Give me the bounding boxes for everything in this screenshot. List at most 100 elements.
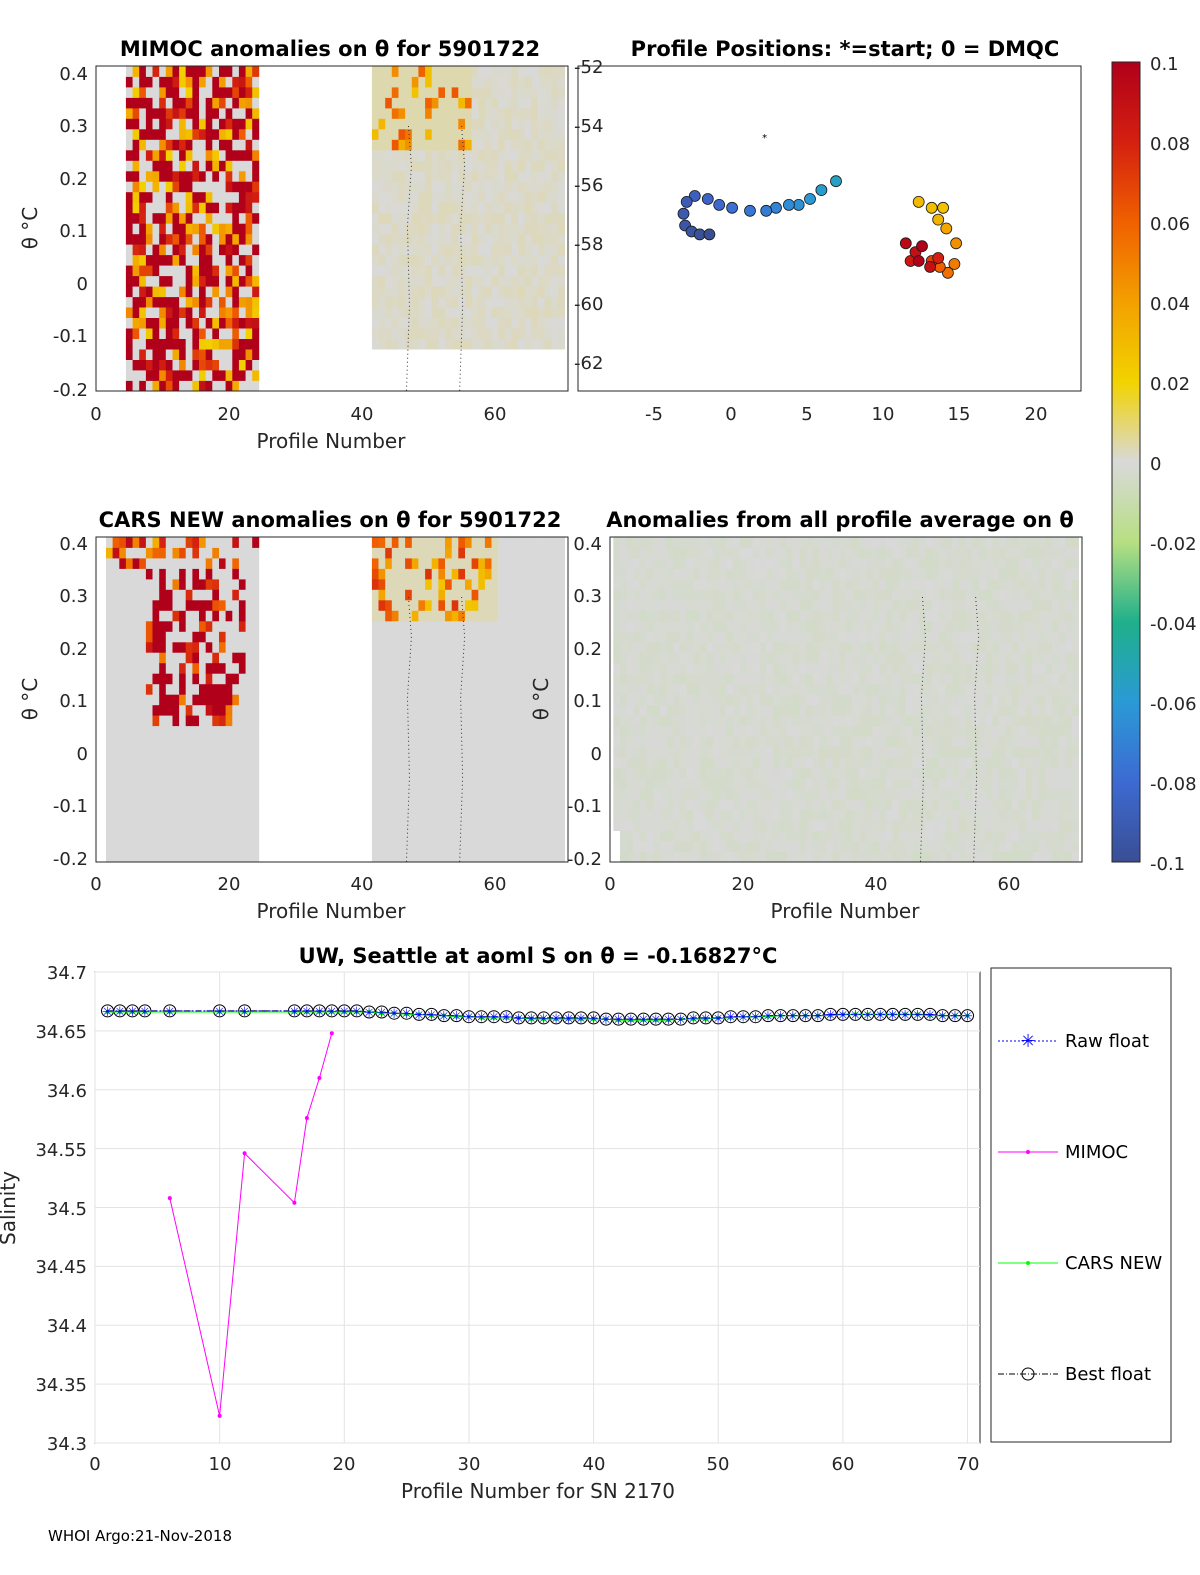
heatmap-cell [666, 620, 674, 632]
heatmap-cell [192, 851, 200, 862]
heatmap-cell [205, 275, 213, 287]
heatmap-cell [378, 578, 386, 590]
heatmap-cell [431, 620, 439, 632]
heatmap-cell [706, 558, 714, 569]
heatmap-cell [786, 652, 794, 664]
heatmap-cell [252, 558, 260, 569]
heatmap-cell [132, 212, 140, 224]
heatmap-cell [626, 652, 634, 664]
heatmap-cell [945, 599, 953, 611]
heatmap-cell [551, 778, 559, 789]
heatmap-cell [179, 254, 187, 266]
heatmap-cell [925, 631, 933, 643]
heatmap-cell [212, 683, 220, 695]
heatmap-cell [172, 181, 180, 193]
heatmap-cell [832, 599, 840, 611]
heatmap-cell [531, 233, 539, 245]
heatmap-cell [145, 359, 153, 371]
heatmap-cell [952, 673, 960, 685]
heatmap-cell [846, 809, 853, 821]
heatmap-cell [865, 694, 873, 706]
heatmap-cell [465, 286, 472, 298]
heatmap-cell [865, 746, 873, 758]
heatmap-cell [912, 841, 920, 852]
heatmap-cell [152, 139, 160, 151]
heatmap-cell [219, 778, 226, 789]
heatmap-cell [232, 202, 240, 214]
heatmap-cell [551, 212, 559, 224]
heatmap-cell [405, 694, 413, 706]
heatmap-cell [733, 841, 740, 852]
heatmap-cell [1012, 746, 1020, 758]
heatmap-cell [225, 694, 233, 706]
heatmap-cell [673, 558, 681, 569]
heatmap-cell [965, 851, 973, 862]
heatmap-cell [125, 307, 133, 318]
heatmap-cell [491, 286, 499, 298]
heatmap-cell [185, 191, 193, 203]
heatmap-cell [119, 799, 127, 810]
heatmap-cell [385, 317, 393, 329]
profile-position-marker [948, 258, 961, 270]
heatmap-cell [719, 778, 727, 789]
heatmap-cell [219, 599, 226, 611]
heatmap-cell [945, 841, 953, 852]
heatmap-cell [739, 799, 747, 810]
heatmap-cell [819, 558, 827, 569]
heatmap-cell [132, 673, 140, 685]
heatmap-cell [172, 87, 180, 98]
heatmap-cell [458, 589, 466, 601]
heatmap-cell [792, 757, 800, 769]
heatmap-cell [686, 694, 694, 706]
heatmap-cell [498, 799, 506, 810]
heatmap-cell [792, 778, 800, 789]
heatmap-cell [806, 620, 814, 632]
heatmap-cell [524, 76, 532, 88]
heatmap-cell [538, 265, 546, 277]
heatmap-cell [465, 202, 472, 214]
heatmap-cell [212, 578, 220, 590]
heatmap-cell [205, 620, 213, 632]
heatmap-cell [992, 578, 1000, 590]
heatmap-cell [759, 725, 767, 737]
heatmap-cell [713, 673, 720, 685]
heatmap-cell [779, 694, 787, 706]
heatmap-cell [471, 191, 479, 203]
heatmap-cell [405, 568, 413, 580]
heatmap-cell [925, 641, 933, 653]
heatmap-cell [106, 589, 113, 601]
heatmap-cell [812, 558, 820, 569]
heatmap-cell [865, 558, 873, 569]
heatmap-cell [511, 317, 519, 329]
heatmap-cell [726, 746, 734, 758]
heatmap-cell [959, 673, 966, 685]
heatmap-cell [524, 547, 532, 559]
heatmap-cell [504, 233, 512, 245]
heatmap-cell [484, 799, 492, 810]
heatmap-cell [112, 631, 120, 643]
heatmap-cell [152, 380, 160, 391]
heatmap-cell [465, 809, 472, 821]
heatmap-cell [445, 820, 452, 831]
heatmap-cell [192, 736, 200, 748]
heatmap-cell [438, 537, 446, 548]
heatmap-cell [192, 589, 200, 601]
heatmap-cell [992, 830, 1000, 842]
heatmap-cell [892, 683, 900, 695]
heatmap-cell [199, 212, 206, 224]
heatmap-cell [245, 851, 253, 862]
heatmap-cell [199, 841, 206, 852]
heatmap-cell [746, 736, 754, 748]
heatmap-cell [959, 704, 966, 716]
heatmap-cell [425, 820, 433, 831]
heatmap-cell [531, 662, 539, 674]
heatmap-cell [491, 547, 499, 559]
heatmap-cell [119, 662, 127, 674]
heatmap-cell [538, 328, 546, 339]
heatmap-cell [145, 694, 153, 706]
heatmap-cell [445, 662, 452, 674]
heatmap-cell [792, 683, 800, 695]
heatmap-cell [819, 809, 827, 821]
heatmap-cell [819, 820, 827, 831]
heatmap-cell [626, 599, 634, 611]
